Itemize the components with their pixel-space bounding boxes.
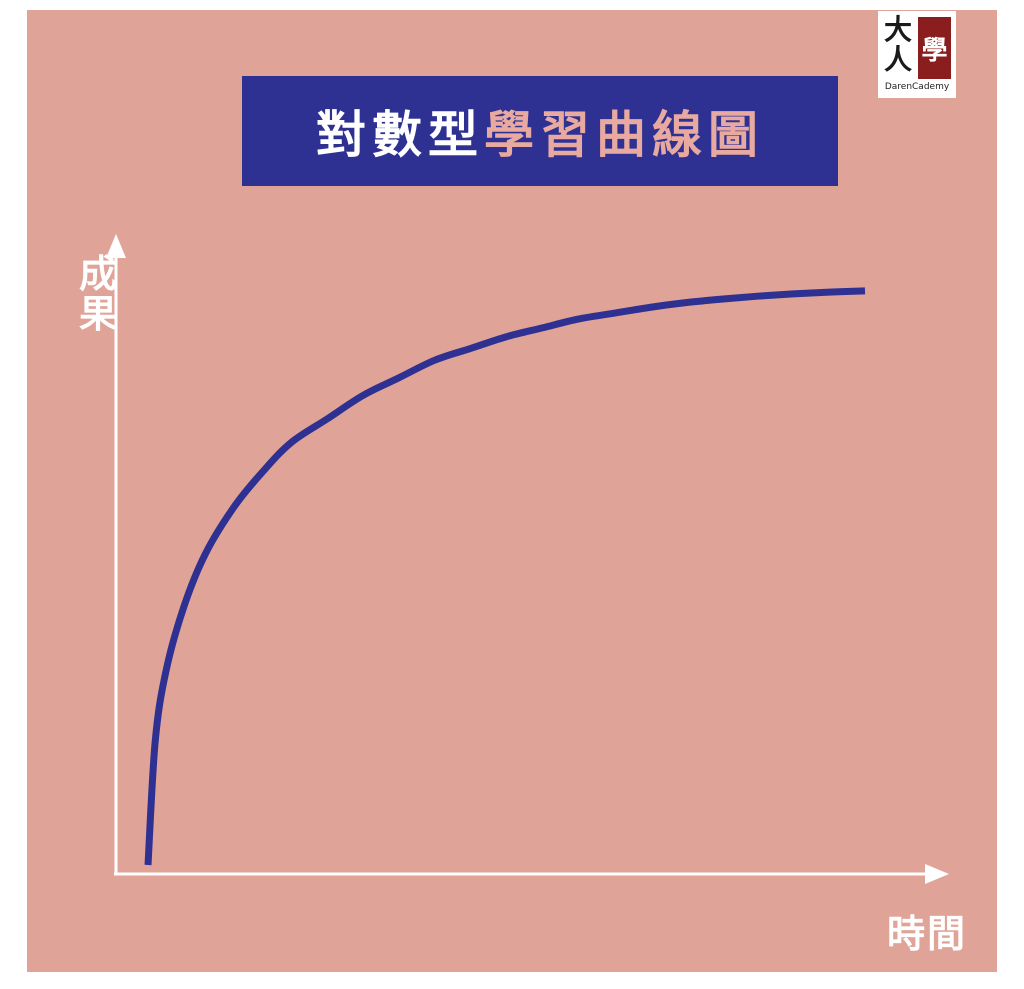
chart-title-box: 對數型 學習曲線圖 bbox=[242, 76, 838, 186]
x-axis-arrow bbox=[925, 864, 949, 884]
chart-title-part2: 學習曲線圖 bbox=[484, 106, 764, 164]
x-axis-label: 時間 bbox=[887, 912, 968, 956]
series-line-0 bbox=[144, 287, 866, 866]
series-layer bbox=[144, 287, 866, 866]
y-axis-arrow bbox=[106, 234, 126, 258]
chart-canvas: 對數型 學習曲線圖 成果 時間 bbox=[27, 10, 997, 972]
brand-logo: 大人 學 DarenCademy bbox=[878, 11, 956, 98]
y-axis-label: 成果 bbox=[79, 252, 118, 336]
logo-text: DarenCademy bbox=[884, 82, 950, 92]
logo-seal: 學 bbox=[918, 17, 951, 79]
chart-title-part1: 對數型 bbox=[316, 106, 484, 164]
logo-mark: 大人 bbox=[883, 13, 912, 76]
